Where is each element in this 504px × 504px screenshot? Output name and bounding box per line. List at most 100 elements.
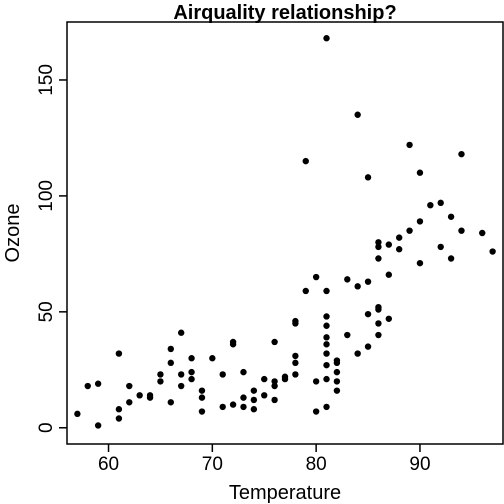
data-point	[323, 403, 330, 411]
data-point	[219, 371, 226, 378]
data-point	[385, 241, 393, 248]
data-point	[344, 331, 351, 339]
data-point	[84, 382, 91, 390]
data-point	[292, 352, 299, 360]
data-point	[354, 283, 361, 290]
data-point	[375, 320, 382, 327]
data-point	[333, 378, 341, 385]
plot-frame	[66, 21, 504, 445]
data-point	[375, 331, 382, 339]
data-point	[240, 368, 247, 376]
x-axis-title: Temperature	[229, 482, 341, 504]
y-axis: 0 50 100 150	[36, 64, 67, 433]
data-point	[157, 371, 164, 378]
data-point	[261, 375, 268, 383]
data-point	[437, 243, 444, 251]
data-point	[427, 201, 434, 209]
data-point	[354, 111, 361, 118]
chart-title: Airquality relationship?	[173, 2, 396, 24]
data-point	[126, 382, 133, 390]
x-tick-label: 90	[409, 454, 430, 475]
x-tick-label: 70	[202, 454, 223, 475]
data-point	[447, 213, 455, 220]
data-point	[271, 382, 278, 390]
data-point	[312, 273, 320, 281]
data-point	[136, 392, 143, 399]
x-axis: 60 70 80 90	[98, 444, 431, 475]
data-point	[292, 359, 299, 367]
data-point	[333, 387, 341, 394]
data-point	[146, 392, 154, 399]
y-tick-label: 0	[36, 422, 57, 433]
data-point	[115, 350, 123, 357]
data-point	[323, 341, 330, 348]
x-tick-label: 80	[306, 454, 327, 475]
data-point	[302, 157, 309, 165]
data-point	[416, 169, 424, 176]
y-axis-title: Ozone	[2, 204, 24, 263]
data-point	[115, 415, 123, 422]
data-point	[229, 401, 237, 408]
data-point	[364, 174, 372, 181]
data-point	[364, 343, 372, 350]
data-point	[416, 259, 424, 267]
data-point	[271, 338, 278, 346]
data-point	[437, 199, 444, 207]
data-point	[302, 287, 309, 295]
data-point	[74, 410, 81, 418]
data-point	[364, 278, 372, 285]
data-point	[157, 378, 164, 385]
data-point	[250, 406, 258, 413]
data-point	[354, 350, 361, 357]
data-point	[271, 378, 278, 385]
data-point	[333, 368, 341, 376]
data-point	[167, 399, 175, 406]
data-point	[188, 375, 195, 383]
data-point	[416, 218, 424, 225]
data-point	[94, 380, 102, 387]
data-point	[312, 378, 320, 385]
data-point	[395, 234, 403, 241]
data-point	[375, 255, 382, 262]
data-point	[219, 403, 226, 411]
data-point	[385, 315, 393, 322]
data-point	[229, 341, 237, 348]
data-point	[406, 141, 413, 149]
data-point	[375, 239, 382, 246]
data-point	[364, 310, 372, 318]
data-point	[323, 350, 330, 357]
data-point	[188, 355, 195, 362]
data-point	[458, 227, 465, 234]
data-point	[177, 371, 185, 378]
data-point	[385, 271, 393, 278]
data-point	[177, 329, 185, 336]
data-point	[375, 243, 382, 251]
data-point	[209, 355, 216, 362]
data-point	[323, 322, 330, 329]
data-point	[479, 229, 486, 237]
data-point	[198, 394, 206, 401]
data-point	[250, 396, 258, 404]
data-points	[74, 35, 496, 429]
data-point	[167, 345, 175, 353]
data-point	[177, 382, 185, 390]
data-point	[323, 313, 330, 320]
data-point	[333, 359, 341, 367]
x-tick-label: 60	[98, 454, 119, 475]
data-point	[323, 334, 330, 341]
data-point	[240, 403, 247, 411]
data-point	[167, 359, 175, 367]
data-point	[250, 387, 258, 394]
y-tick-label: 150	[36, 64, 57, 96]
data-point	[126, 399, 133, 406]
data-point	[188, 368, 195, 376]
data-point	[94, 422, 102, 429]
data-point	[115, 406, 123, 413]
data-point	[344, 276, 351, 283]
data-point	[261, 392, 268, 399]
data-point	[198, 408, 206, 415]
data-point	[312, 408, 320, 415]
data-point	[281, 375, 289, 383]
data-point	[198, 387, 206, 394]
